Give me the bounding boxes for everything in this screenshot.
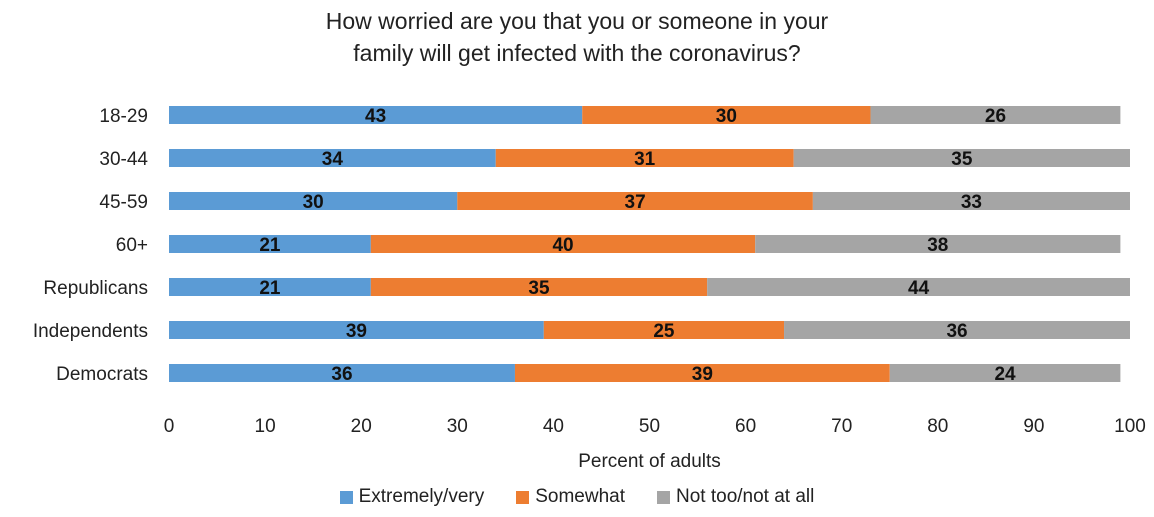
data-label-extremely-very-45-59: 30 bbox=[303, 192, 324, 213]
legend-swatch-somewhat bbox=[516, 490, 530, 504]
data-label-extremely-very-30-44: 34 bbox=[322, 149, 344, 170]
legend-label-extremely: Extremely/very bbox=[358, 486, 485, 507]
data-label-not-too-not-at-all-independents: 36 bbox=[946, 321, 967, 342]
data-label-extremely-very-republicans: 21 bbox=[259, 278, 281, 299]
legend-item-extremely[interactable]: Extremely/very bbox=[339, 486, 485, 508]
category-label-60: 60+ bbox=[116, 235, 148, 256]
bar-somewhat-independents bbox=[543, 321, 785, 339]
data-label-not-too-not-at-all-democrats: 24 bbox=[994, 364, 1016, 385]
category-label-independents: Independents bbox=[33, 321, 148, 342]
bar-somewhat-democrats bbox=[514, 364, 890, 382]
legend-item-not-too[interactable]: Not too/not at all bbox=[657, 486, 814, 508]
bar-somewhat-30-44 bbox=[495, 149, 794, 167]
bar-not-too-not-at-all-45-59 bbox=[812, 192, 1130, 210]
bar-somewhat-60 bbox=[370, 235, 756, 253]
x-tick-label-20: 20 bbox=[351, 416, 372, 437]
bar-extremely-very-republicans bbox=[169, 278, 371, 296]
x-tick-label-40: 40 bbox=[543, 416, 564, 437]
data-label-extremely-very-18-29: 43 bbox=[365, 106, 386, 127]
data-label-not-too-not-at-all-18-29: 26 bbox=[985, 106, 1006, 127]
data-label-somewhat-30-44: 31 bbox=[634, 149, 656, 170]
x-axis-label: Percent of adults bbox=[578, 451, 721, 472]
data-label-extremely-very-60: 21 bbox=[259, 235, 281, 256]
x-tick-label-50: 50 bbox=[639, 416, 660, 437]
data-label-somewhat-republicans: 35 bbox=[528, 278, 550, 299]
bar-somewhat-45-59 bbox=[457, 192, 813, 210]
bar-not-too-not-at-all-60 bbox=[755, 235, 1121, 253]
data-label-extremely-very-democrats: 36 bbox=[331, 364, 352, 385]
data-label-somewhat-democrats: 39 bbox=[692, 364, 713, 385]
bar-extremely-very-democrats bbox=[169, 364, 515, 382]
x-tick-label-100: 100 bbox=[1114, 416, 1146, 437]
chart-title-line-2: family will get infected with the corona… bbox=[353, 40, 801, 66]
category-label-18-29: 18-29 bbox=[99, 106, 148, 127]
category-label-45-59: 45-59 bbox=[99, 192, 148, 213]
data-label-somewhat-independents: 25 bbox=[653, 321, 675, 342]
x-tick-label-70: 70 bbox=[831, 416, 852, 437]
bar-extremely-very-18-29 bbox=[169, 106, 583, 124]
legend-item-somewhat[interactable]: Somewhat bbox=[516, 486, 625, 508]
bar-not-too-not-at-all-18-29 bbox=[870, 106, 1121, 124]
category-label-30-44: 30-44 bbox=[99, 149, 148, 170]
x-tick-label-10: 10 bbox=[255, 416, 276, 437]
bar-not-too-not-at-all-republicans bbox=[707, 278, 1130, 296]
category-label-democrats: Democrats bbox=[56, 364, 148, 385]
bar-not-too-not-at-all-30-44 bbox=[793, 149, 1130, 167]
bar-somewhat-18-29 bbox=[582, 106, 871, 124]
bar-extremely-very-60 bbox=[169, 235, 371, 253]
bar-not-too-not-at-all-independents bbox=[784, 321, 1130, 339]
data-label-somewhat-45-59: 37 bbox=[625, 192, 646, 213]
data-label-not-too-not-at-all-republicans: 44 bbox=[908, 278, 930, 299]
category-label-republicans: Republicans bbox=[43, 278, 148, 299]
bar-extremely-very-45-59 bbox=[169, 192, 458, 210]
bar-extremely-very-independents bbox=[169, 321, 544, 339]
bar-extremely-very-30-44 bbox=[169, 149, 496, 167]
plot-area: 18-29 43 30 26 30-44 34 31 35 45-59 30 37 33 60+ 21 40… bbox=[33, 106, 1146, 472]
x-tick-label-30: 30 bbox=[447, 416, 468, 437]
bar-somewhat-republicans bbox=[370, 278, 708, 296]
data-label-not-too-not-at-all-60: 38 bbox=[927, 235, 948, 256]
data-label-somewhat-18-29: 30 bbox=[716, 106, 737, 127]
x-tick-label-60: 60 bbox=[735, 416, 756, 437]
x-tick-label-90: 90 bbox=[1023, 416, 1044, 437]
data-label-not-too-not-at-all-30-44: 35 bbox=[951, 149, 973, 170]
x-tick-label-80: 80 bbox=[927, 416, 948, 437]
chart-title-line-1: How worried are you that you or someone … bbox=[325, 8, 829, 34]
legend-swatch-not-too bbox=[657, 490, 671, 504]
legend-label-not-too: Not too/not at all bbox=[676, 486, 815, 507]
legend-label-somewhat: Somewhat bbox=[535, 486, 626, 507]
data-label-extremely-very-independents: 39 bbox=[346, 321, 367, 342]
data-label-somewhat-60: 40 bbox=[552, 235, 573, 256]
legend-swatch-extremely bbox=[339, 490, 353, 504]
bar-not-too-not-at-all-democrats bbox=[889, 364, 1121, 382]
legend: Extremely/very Somewhat Not too/not at a… bbox=[0, 486, 1154, 508]
data-label-not-too-not-at-all-45-59: 33 bbox=[961, 192, 982, 213]
x-tick-label-0: 0 bbox=[164, 416, 175, 437]
